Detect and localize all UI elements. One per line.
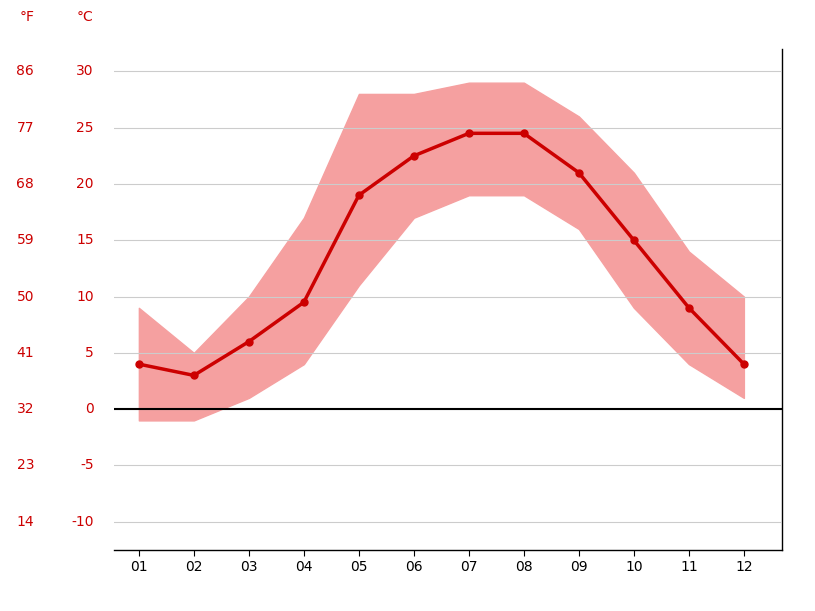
Text: 32: 32: [17, 402, 34, 416]
Text: °C: °C: [77, 10, 94, 24]
Text: 59: 59: [16, 233, 34, 247]
Text: 30: 30: [77, 64, 94, 78]
Text: 86: 86: [16, 64, 34, 78]
Text: 20: 20: [77, 177, 94, 191]
Text: 23: 23: [17, 458, 34, 472]
Text: 77: 77: [17, 121, 34, 134]
Text: 25: 25: [77, 121, 94, 134]
Text: 15: 15: [76, 233, 94, 247]
Text: -10: -10: [71, 514, 94, 529]
Text: 0: 0: [85, 402, 94, 416]
Text: -5: -5: [80, 458, 94, 472]
Text: 41: 41: [16, 346, 34, 360]
Text: °F: °F: [20, 10, 34, 24]
Text: 10: 10: [76, 290, 94, 304]
Text: 14: 14: [16, 514, 34, 529]
Text: 50: 50: [17, 290, 34, 304]
Text: 5: 5: [85, 346, 94, 360]
Text: 68: 68: [16, 177, 34, 191]
